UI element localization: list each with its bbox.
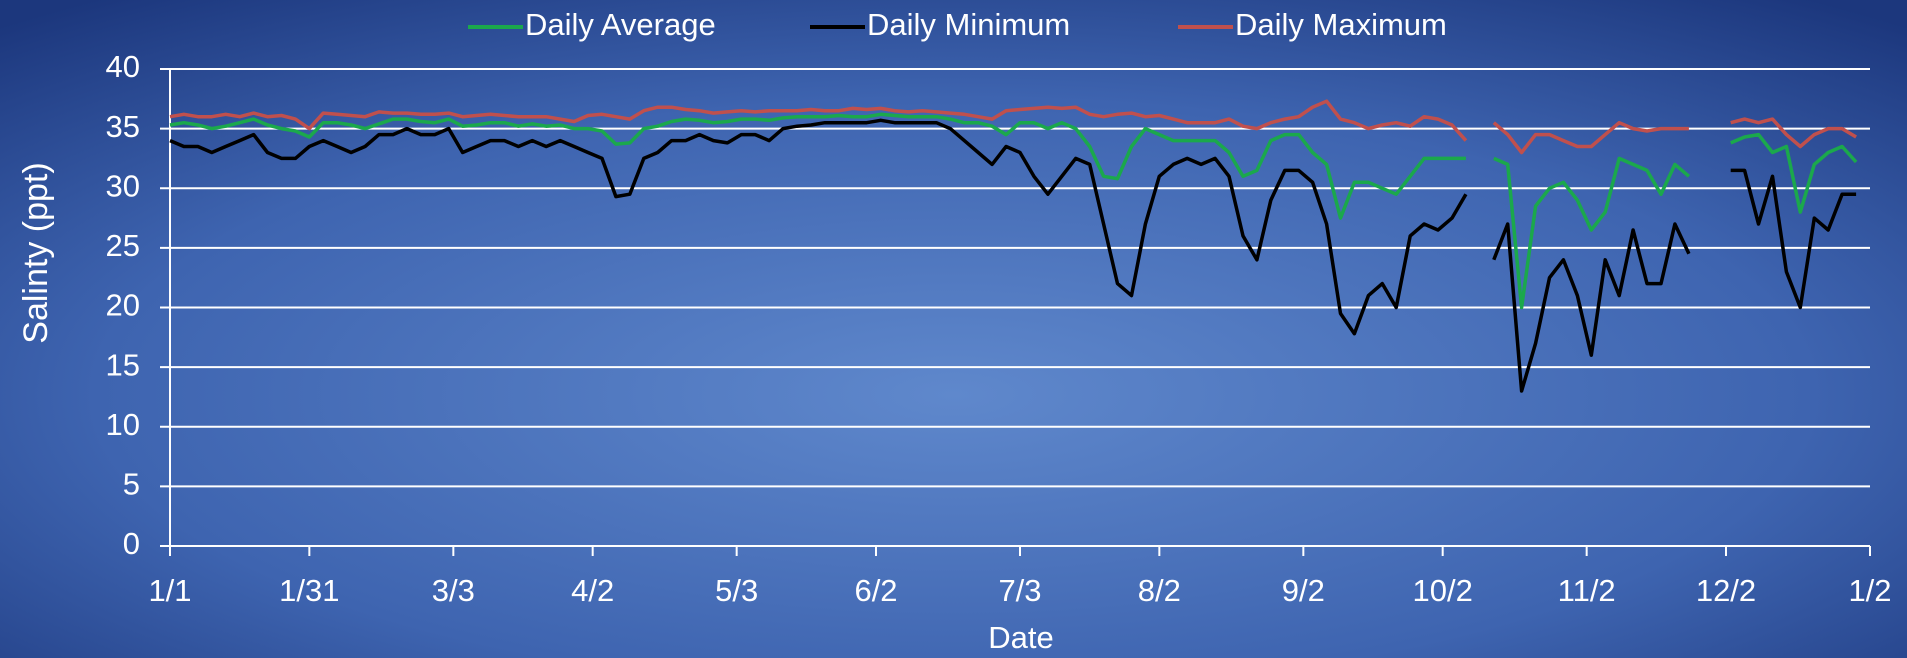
- legend-label: Daily Average: [525, 7, 716, 42]
- y-tick-label: 25: [106, 228, 140, 263]
- legend-label: Daily Maximum: [1235, 7, 1447, 42]
- x-tick-label: 1/2: [1848, 573, 1891, 608]
- y-tick-label: 10: [106, 407, 140, 442]
- x-tick-label: 1/1: [148, 573, 191, 608]
- x-tick-label: 7/3: [998, 573, 1041, 608]
- x-tick-label: 4/2: [571, 573, 614, 608]
- legend-label: Daily Minimum: [867, 7, 1070, 42]
- series-line: [169, 118, 1857, 393]
- x-tick-label: 11/2: [1558, 573, 1616, 608]
- x-tick-label: 6/2: [854, 573, 897, 608]
- x-tick-label: 1/31: [279, 573, 339, 608]
- series-line: [169, 99, 1858, 155]
- series-line: [169, 112, 1858, 310]
- x-tick-label: 10/2: [1413, 573, 1473, 608]
- y-tick-label: 20: [106, 288, 140, 323]
- y-tick-label: 35: [106, 109, 140, 144]
- y-axis-label: Salinty (ppt): [17, 162, 55, 343]
- x-tick-label: 12/2: [1696, 573, 1756, 608]
- x-tick-label: 9/2: [1282, 573, 1325, 608]
- x-tick-label: 8/2: [1138, 573, 1181, 608]
- y-tick-label: 15: [106, 347, 140, 382]
- y-tick-label: 30: [106, 168, 140, 203]
- y-tick-label: 0: [123, 526, 140, 561]
- x-tick-label: 3/3: [432, 573, 475, 608]
- x-tick-label: 5/3: [715, 573, 758, 608]
- x-axis-label: Date: [988, 620, 1053, 655]
- y-tick-label: 5: [123, 467, 140, 502]
- y-tick-label: 40: [106, 49, 140, 84]
